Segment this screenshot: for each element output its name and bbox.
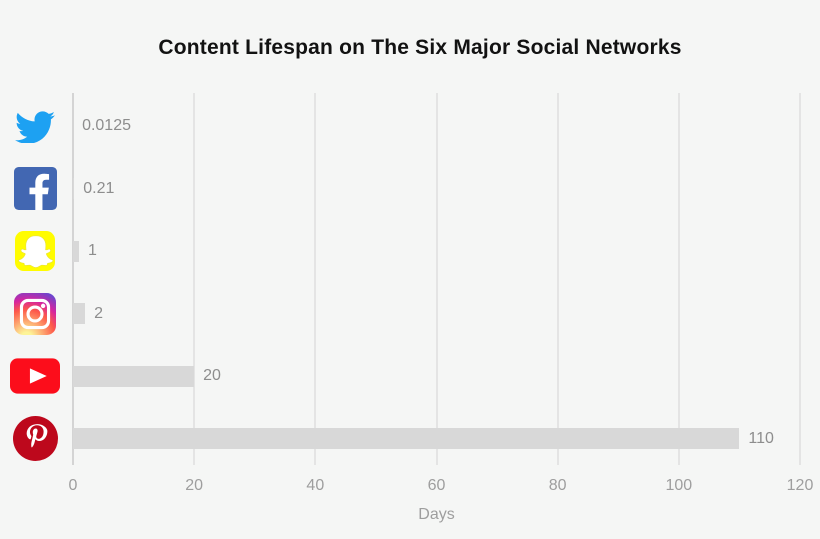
plot-area: 0.0125 0.21 1 2 20 110: [72, 93, 801, 465]
row-icon-cell: [0, 100, 70, 152]
x-axis-tick-label: 0: [68, 477, 78, 494]
x-axis-title: Days: [418, 506, 455, 523]
bar: [73, 240, 80, 262]
bar-value-label: 0.0125: [82, 117, 131, 134]
facebook-icon: [13, 167, 57, 210]
y-axis-line: [72, 93, 74, 465]
row-icon-cell: [0, 413, 70, 465]
gridline: [314, 93, 317, 465]
bar-value-label: 2: [94, 304, 104, 322]
gridline: [677, 93, 680, 465]
x-axis-tick-label: 40: [306, 477, 325, 494]
x-axis-tick-label: 100: [665, 477, 693, 494]
bar: [73, 365, 195, 387]
row-icon-cell: [0, 288, 70, 340]
row-icon-cell: [0, 163, 70, 215]
bar-value-label: 0.21: [83, 179, 115, 197]
x-axis-tick-label: 120: [786, 477, 814, 494]
gridline: [193, 93, 196, 465]
row-icon-cell: [0, 350, 70, 402]
bar-value-label: 110: [748, 429, 774, 447]
bar: [73, 428, 740, 449]
row-icon-cell: [0, 225, 70, 277]
bar-value-label: 20: [203, 367, 221, 384]
gridline: [799, 93, 801, 465]
x-axis-tick-label: 60: [427, 477, 446, 494]
bar: [73, 303, 86, 324]
x-axis-tick-label: 80: [548, 477, 567, 494]
x-axis-tick-label: 20: [185, 477, 204, 494]
instagram-icon: [14, 292, 56, 335]
twitter-icon: [15, 111, 55, 143]
bar: [73, 178, 75, 199]
youtube-icon: [10, 358, 60, 394]
chart-title: Content Lifespan on The Six Major Social…: [158, 36, 682, 59]
pinterest-icon: [12, 416, 58, 461]
bar-value-label: 1: [88, 242, 97, 259]
gridline: [556, 93, 559, 465]
gridline: [435, 93, 438, 465]
snapchat-icon: [15, 231, 55, 271]
